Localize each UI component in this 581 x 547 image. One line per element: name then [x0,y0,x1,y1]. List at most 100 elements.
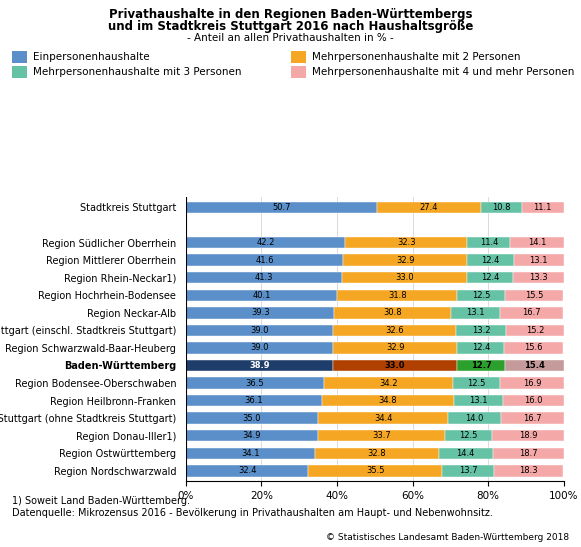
Text: 15.2: 15.2 [526,326,544,335]
Bar [333,360,457,371]
Text: 32.9: 32.9 [386,344,404,352]
Bar [504,342,563,353]
Bar [186,237,345,248]
Text: 16.7: 16.7 [522,309,541,317]
Bar [457,342,504,353]
Bar [186,342,333,353]
Bar [467,272,514,283]
Bar [186,430,318,441]
Bar [322,395,454,406]
Bar [318,430,445,441]
Text: 12.4: 12.4 [480,273,499,282]
Bar [505,289,563,301]
Text: 14.4: 14.4 [457,449,475,458]
Text: 14.1: 14.1 [528,238,546,247]
Text: 12.5: 12.5 [467,379,486,387]
Bar [315,447,439,459]
Text: 1) Soweit Land Baden-Württemberg.: 1) Soweit Land Baden-Württemberg. [12,496,189,506]
Bar [493,447,564,459]
Bar [378,202,481,213]
Text: 41.3: 41.3 [254,273,273,282]
Text: 11.1: 11.1 [533,203,552,212]
Text: © Statistisches Landesamt Baden-Württemberg 2018: © Statistisches Landesamt Baden-Württemb… [327,533,569,542]
Bar [481,202,522,213]
Text: 10.8: 10.8 [492,203,511,212]
Bar [338,289,457,301]
Bar [453,377,500,389]
Text: 12.4: 12.4 [482,255,500,265]
Bar [457,360,505,371]
Text: und im Stadtkreis Stuttgart 2016 nach Haushaltsgröße: und im Stadtkreis Stuttgart 2016 nach Ha… [108,20,473,33]
Bar [467,237,510,248]
Bar [186,254,343,266]
Text: 12.4: 12.4 [472,344,490,352]
Bar [186,325,333,336]
Text: 18.7: 18.7 [519,449,537,458]
Text: 40.1: 40.1 [253,291,271,300]
Bar [186,377,324,389]
Text: 34.9: 34.9 [243,431,261,440]
Text: 35.0: 35.0 [243,414,261,423]
Text: Mehrpersonenhaushalte mit 3 Personen: Mehrpersonenhaushalte mit 3 Personen [33,67,242,77]
Text: 13.1: 13.1 [469,396,487,405]
Text: 13.1: 13.1 [530,255,548,265]
Bar [501,412,564,424]
Bar [456,325,506,336]
Bar [186,465,309,476]
Text: 14.0: 14.0 [465,414,483,423]
Text: Einpersonenhaushalte: Einpersonenhaushalte [33,53,150,62]
Text: 36.5: 36.5 [246,379,264,387]
Text: 13.1: 13.1 [466,309,485,317]
Bar [324,377,453,389]
Text: 34.4: 34.4 [374,414,392,423]
Bar [186,307,334,318]
Text: 13.7: 13.7 [459,467,478,475]
Bar [448,412,501,424]
Bar [309,465,442,476]
Text: 15.4: 15.4 [524,361,545,370]
Text: 16.9: 16.9 [523,379,541,387]
Text: 39.0: 39.0 [250,344,269,352]
Text: 38.9: 38.9 [249,361,270,370]
Bar [186,395,322,406]
Bar [451,307,500,318]
Bar [186,447,315,459]
Text: 12.5: 12.5 [472,291,490,300]
Bar [457,289,505,301]
Bar [492,430,564,441]
Text: 33.0: 33.0 [385,361,406,370]
Bar [343,254,467,266]
Text: 32.8: 32.8 [367,449,386,458]
Text: 30.8: 30.8 [383,309,402,317]
Text: 15.5: 15.5 [525,291,543,300]
Text: 13.3: 13.3 [529,273,548,282]
Text: 32.9: 32.9 [396,255,414,265]
Text: Privathaushalte in den Regionen Baden-Württembergs: Privathaushalte in den Regionen Baden-Wü… [109,8,472,21]
Text: 18.9: 18.9 [519,431,537,440]
Bar [333,342,457,353]
Text: 39.3: 39.3 [251,309,270,317]
Text: 31.8: 31.8 [388,291,407,300]
Bar [506,325,564,336]
Text: 12.5: 12.5 [460,431,478,440]
Text: 18.3: 18.3 [519,467,538,475]
Text: Datenquelle: Mikrozensus 2016 - Bevölkerung in Privathaushalten am Haupt- und Ne: Datenquelle: Mikrozensus 2016 - Bevölker… [12,508,493,518]
Bar [345,237,467,248]
Bar [342,272,467,283]
Text: 34.2: 34.2 [379,379,397,387]
Text: 42.2: 42.2 [256,238,275,247]
Text: 33.7: 33.7 [372,431,391,440]
Text: 33.0: 33.0 [395,273,414,282]
Text: 50.7: 50.7 [272,203,291,212]
Bar [186,412,318,424]
Text: - Anteil an allen Privathaushalten in % -: - Anteil an allen Privathaushalten in % … [187,33,394,43]
Bar [186,202,378,213]
Text: 16.7: 16.7 [523,414,541,423]
Text: 16.0: 16.0 [524,396,543,405]
Bar [186,360,333,371]
Text: 15.6: 15.6 [525,344,543,352]
Text: 32.6: 32.6 [385,326,404,335]
Bar [454,395,503,406]
Bar [333,325,456,336]
Text: Mehrpersonenhaushalte mit 4 und mehr Personen: Mehrpersonenhaushalte mit 4 und mehr Per… [312,67,575,77]
